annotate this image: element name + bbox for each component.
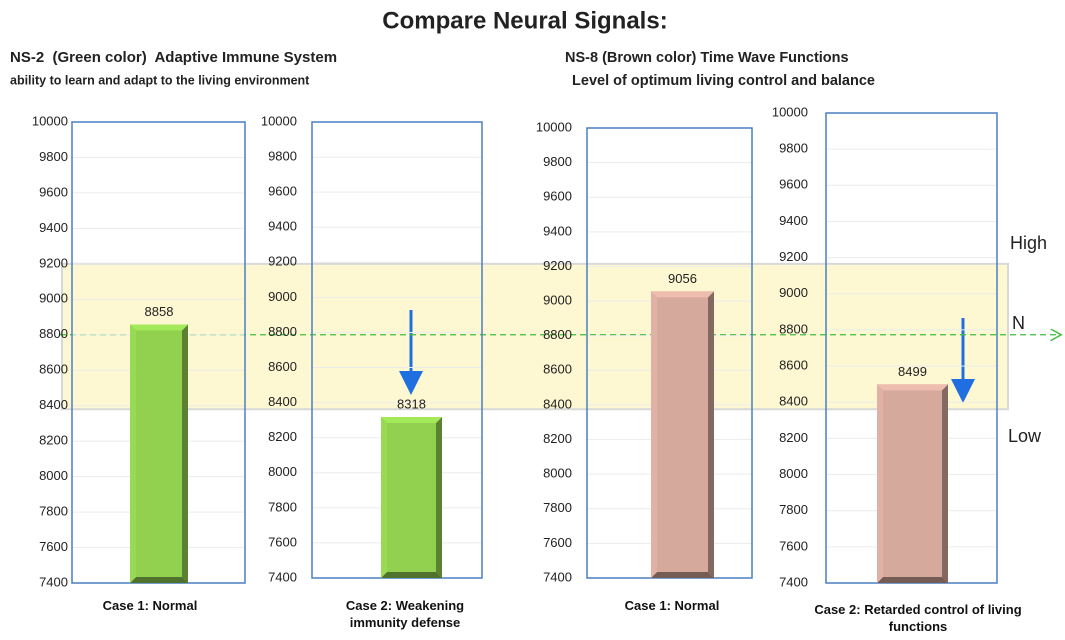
bar-bevel [436, 416, 442, 578]
y-tick-label: 7800 [779, 502, 808, 517]
y-tick-label: 8400 [39, 397, 68, 412]
y-tick-label: 8400 [543, 396, 572, 411]
bar [130, 324, 188, 583]
y-tick-label: 9000 [39, 291, 68, 306]
y-tick-label: 9600 [39, 184, 68, 199]
y-tick-label: 9000 [779, 285, 808, 300]
bar-bevel [182, 324, 188, 583]
y-tick-label: 7800 [268, 499, 297, 514]
y-tick-label: 8000 [543, 466, 572, 481]
group-title: NS-2 (Green color) Adaptive Immune Syste… [10, 49, 337, 66]
y-tick-label: 10000 [772, 104, 808, 119]
y-tick-label: 9800 [543, 154, 572, 169]
value-label: 9056 [668, 271, 697, 286]
group-title: NS-8 (Brown color) Time Wave Functions [565, 50, 849, 66]
bar [651, 291, 714, 578]
value-label: 8318 [397, 396, 426, 411]
y-tick-label: 8800 [543, 327, 572, 342]
y-tick-label: 8600 [39, 362, 68, 377]
y-tick-label: 8200 [268, 429, 297, 444]
y-tick-label: 7400 [268, 569, 297, 584]
zone-label: N [1012, 313, 1025, 333]
y-tick-label: 9000 [268, 289, 297, 304]
y-tick-label: 9800 [268, 149, 297, 164]
y-tick-label: 9600 [543, 189, 572, 204]
bar-bevel [130, 324, 136, 583]
bar-bevel [877, 577, 948, 583]
y-tick-label: 7600 [543, 535, 572, 550]
y-tick-label: 7600 [268, 534, 297, 549]
bar-bevel [381, 572, 442, 578]
y-tick-label: 9200 [543, 258, 572, 273]
bar [877, 384, 948, 583]
normal-band [61, 262, 1009, 411]
bar-bevel [651, 291, 714, 298]
bar-bevel [381, 416, 442, 423]
y-tick-label: 7400 [779, 574, 808, 589]
y-tick-label: 9400 [779, 213, 808, 228]
bar-bevel [130, 324, 188, 331]
y-tick-label: 7800 [39, 504, 68, 519]
y-tick-label: 8200 [543, 431, 572, 446]
y-tick-label: 9400 [543, 223, 572, 238]
y-tick-label: 8000 [268, 464, 297, 479]
y-tick-label: 9400 [268, 219, 297, 234]
y-tick-label: 8400 [779, 394, 808, 409]
y-tick-label: 9200 [268, 254, 297, 269]
y-tick-label: 7400 [39, 574, 68, 589]
category-label: Case 1: Normal [102, 598, 198, 613]
value-label: 8499 [898, 364, 927, 379]
y-tick-label: 9000 [543, 293, 572, 308]
page-title: Compare Neural Signals: [382, 7, 667, 34]
y-tick-label: 10000 [536, 119, 572, 134]
y-tick-label: 9800 [39, 149, 68, 164]
y-tick-label: 9200 [779, 249, 808, 264]
y-tick-label: 8600 [268, 359, 297, 374]
y-tick-label: 9600 [779, 177, 808, 192]
value-label: 8858 [145, 304, 174, 319]
group-subtitle: Level of optimum living control and bala… [568, 73, 875, 89]
y-tick-label: 8000 [39, 468, 68, 483]
y-tick-label: 7400 [543, 569, 572, 584]
y-tick-label: 10000 [32, 113, 68, 128]
bar-bevel [708, 291, 714, 578]
y-tick-label: 8400 [268, 394, 297, 409]
y-tick-label: 9400 [39, 220, 68, 235]
y-tick-label: 8600 [779, 358, 808, 373]
bar-bevel [651, 572, 714, 578]
y-tick-label: 8800 [39, 326, 68, 341]
category-label: Case 1: Normal [624, 598, 720, 613]
y-tick-label: 7600 [39, 539, 68, 554]
y-tick-label: 8000 [779, 466, 808, 481]
y-tick-label: 9800 [779, 141, 808, 156]
category-label: Case 2: Retarded control of living funct… [814, 602, 1022, 634]
bar [381, 416, 442, 578]
y-tick-label: 8200 [39, 433, 68, 448]
zone-label: High [1010, 233, 1047, 253]
y-tick-label: 9200 [39, 255, 68, 270]
y-tick-label: 8800 [268, 324, 297, 339]
y-tick-label: 8600 [543, 362, 572, 377]
group-subtitle: ability to learn and adapt to the living… [10, 73, 310, 87]
bar-bevel [942, 384, 948, 583]
y-tick-label: 9600 [268, 184, 297, 199]
y-tick-label: 8200 [779, 430, 808, 445]
bar-bevel [877, 384, 883, 583]
y-tick-label: 10000 [261, 113, 297, 128]
bar-bevel [381, 416, 387, 578]
y-tick-label: 7600 [779, 538, 808, 553]
category-label: Case 2: Weakening immunity defense [345, 598, 465, 630]
bar-bevel [651, 291, 657, 578]
bar-bevel [877, 384, 948, 391]
zone-label: Low [1008, 426, 1042, 446]
y-tick-label: 7800 [543, 500, 572, 515]
y-tick-label: 8800 [779, 321, 808, 336]
bar-bevel [130, 577, 188, 583]
